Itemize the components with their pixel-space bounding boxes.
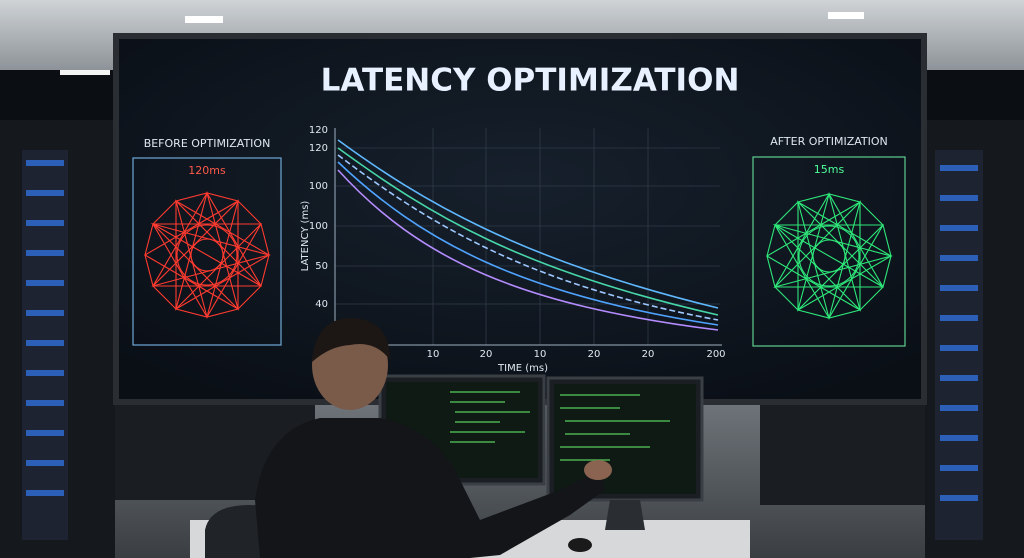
x-tick-label: 200 [706,349,725,360]
person-hair [312,318,390,362]
x-tick-label: 10 [534,349,547,360]
plot-curves [337,139,719,331]
server-lights [940,165,978,501]
screen [119,39,921,399]
light [185,16,223,23]
person-hand [584,460,612,480]
before-heading: BEFORE OPTIMIZATION [144,137,271,150]
y-tick-label: 50 [315,261,328,272]
light [828,12,864,19]
x-tick-label: 10 [427,349,440,360]
before-panel [132,157,282,346]
after-value: 15ms [814,163,845,176]
before-value: 120ms [188,164,226,177]
after-panel [752,156,906,347]
x-tick-label: 20 [642,349,655,360]
y-tick-label: 100 [309,181,328,192]
x-tick-label: 20 [480,349,493,360]
y-ticks: 120 120 100 100 50 40 [309,125,328,310]
after-heading: AFTER OPTIMIZATION [770,135,888,148]
server-rack [760,405,925,505]
y-tick-label: 120 [309,143,328,154]
y-tick-label: 120 [309,125,328,136]
person [255,418,605,558]
code-lines [450,391,670,461]
x-axis-label: TIME (ms) [497,363,548,374]
screen-title: LATENCY OPTIMIZATION [321,63,740,99]
x-tick-label: 20 [588,349,601,360]
mouse [568,538,592,552]
monitor-screen [554,384,696,494]
monitor-stand [605,500,645,530]
y-axis-label: LATENCY (ms) [300,201,311,272]
y-tick-label: 100 [309,221,328,232]
light [60,70,110,75]
y-tick-label: 40 [315,299,328,310]
server-lights [26,160,64,496]
x-ticks: 10 20 10 20 20 200 [427,349,726,360]
